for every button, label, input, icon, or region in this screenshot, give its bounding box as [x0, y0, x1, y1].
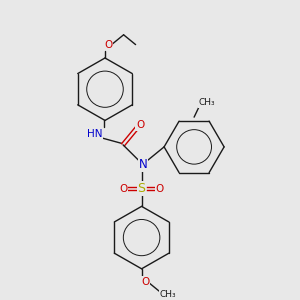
Text: S: S [138, 182, 146, 195]
Text: O: O [119, 184, 128, 194]
Text: CH₃: CH₃ [198, 98, 215, 107]
Text: CH₃: CH₃ [160, 290, 176, 299]
Text: O: O [136, 120, 144, 130]
Text: O: O [141, 277, 149, 287]
Text: O: O [104, 40, 113, 50]
Text: HN: HN [87, 129, 103, 139]
Text: O: O [155, 184, 164, 194]
Text: N: N [139, 158, 148, 171]
